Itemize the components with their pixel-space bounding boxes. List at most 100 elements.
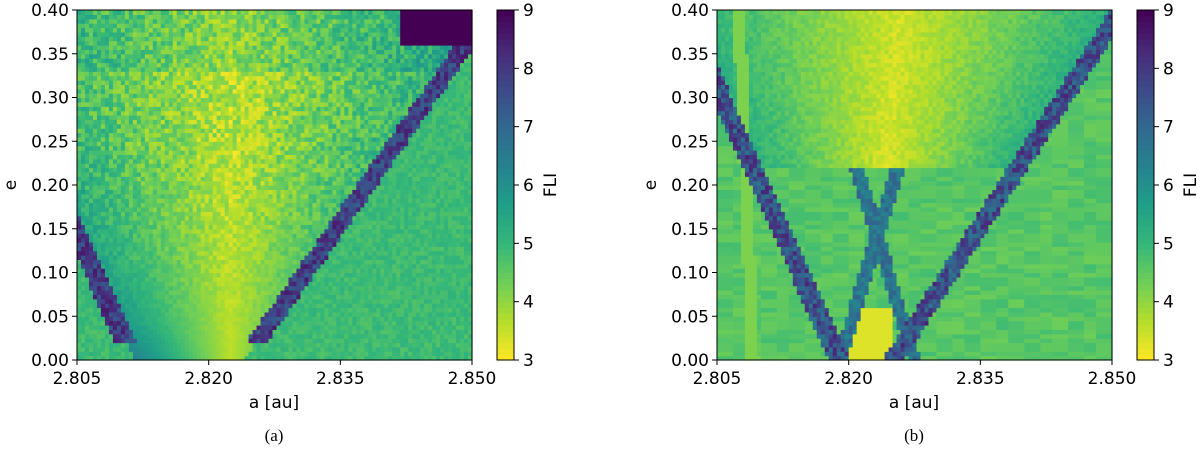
heatmap-cell [428, 351, 433, 357]
heatmap-cell [196, 325, 202, 330]
heatmap-cell [77, 233, 82, 239]
heatmap-cell [96, 150, 102, 155]
heatmap-cell [196, 141, 202, 147]
heatmap-cell [164, 259, 170, 265]
heatmap-cell [232, 158, 238, 164]
heatmap-cell [172, 290, 178, 295]
heatmap-cell [372, 176, 377, 182]
heatmap-cell [292, 176, 298, 182]
heatmap-cell [464, 355, 469, 361]
heatmap-cell [384, 255, 389, 260]
heatmap-cell [300, 298, 306, 304]
heatmap-cell [192, 351, 198, 357]
heatmap-cell [432, 215, 437, 221]
heatmap-cell [288, 141, 294, 147]
heatmap-cell [116, 237, 122, 243]
heatmap-cell [220, 355, 226, 361]
heatmap-cell [412, 329, 417, 335]
heatmap-cell [260, 311, 266, 317]
heatmap-cell [144, 241, 150, 247]
heatmap-cell [160, 150, 166, 155]
heatmap-cell [364, 163, 369, 169]
heatmap-cell [296, 294, 302, 300]
heatmap-cell [152, 211, 158, 217]
heatmap-cell [196, 259, 202, 265]
heatmap-cell [420, 198, 425, 204]
heatmap-cell [356, 250, 361, 256]
heatmap-cell [384, 250, 389, 256]
heatmap-cell [192, 281, 198, 287]
heatmap-cell [320, 307, 325, 313]
heatmap-cell [136, 246, 142, 252]
heatmap-cell [296, 246, 302, 252]
heatmap-cell [428, 241, 433, 247]
heatmap-cell [92, 163, 98, 169]
heatmap-cell [252, 193, 258, 199]
heatmap-cell [116, 250, 122, 256]
heatmap-cell [468, 233, 473, 239]
heatmap-cell [236, 154, 242, 160]
heatmap-cell [164, 333, 170, 339]
heatmap-cell [160, 176, 166, 182]
heatmap-cell [452, 276, 457, 282]
heatmap-cell [412, 180, 417, 186]
heatmap-cell [284, 320, 290, 326]
heatmap-cell [272, 276, 278, 282]
heatmap-cell [160, 185, 166, 190]
heatmap-cell [296, 171, 302, 177]
heatmap-cell [77, 303, 82, 309]
heatmap-cell [440, 281, 445, 287]
heatmap-cell [348, 211, 353, 217]
heatmap-cell [136, 294, 142, 300]
heatmap-cell [256, 189, 262, 195]
heatmap-cell [396, 329, 401, 335]
heatmap-cell [380, 316, 385, 322]
heatmap-cell [124, 255, 130, 260]
heatmap-cell [308, 276, 313, 282]
heatmap-cell [156, 215, 162, 221]
heatmap-cell [256, 255, 262, 260]
heatmap-cell [188, 202, 194, 208]
heatmap-cell [176, 211, 182, 217]
heatmap-cell [132, 233, 138, 239]
heatmap-cell [328, 342, 333, 348]
heatmap-cell [224, 158, 230, 164]
heatmap-cell [288, 228, 294, 234]
heatmap-cell [408, 241, 413, 247]
heatmap-cell [92, 338, 98, 344]
heatmap-cell [392, 241, 397, 247]
heatmap-cell [128, 290, 134, 295]
heatmap-cell [156, 333, 162, 339]
heatmap-cell [364, 268, 369, 274]
heatmap-cell [464, 303, 469, 309]
heatmap-cell [100, 276, 106, 282]
heatmap-cell [380, 154, 385, 160]
heatmap-cell [180, 220, 186, 225]
heatmap-cell [77, 224, 82, 230]
heatmap-cell [280, 163, 286, 169]
heatmap-cell [88, 255, 94, 260]
heatmap-cell [280, 250, 286, 256]
heatmap-cell [128, 303, 134, 309]
heatmap-cell [268, 246, 274, 252]
heatmap-cell [332, 150, 337, 155]
heatmap-cell [352, 342, 357, 348]
heatmap-cell [168, 281, 174, 287]
heatmap-cell [144, 276, 150, 282]
heatmap-cell [148, 154, 154, 160]
heatmap-cell [208, 255, 214, 260]
heatmap-cell [116, 259, 122, 265]
heatmap-cell [77, 342, 82, 348]
heatmap-cell [392, 167, 397, 173]
heatmap-cell [360, 141, 365, 147]
heatmap-cell [136, 202, 142, 208]
heatmap-cell [432, 193, 437, 199]
heatmap-cell [144, 198, 150, 204]
heatmap-cell [120, 298, 126, 304]
heatmap-cell [200, 233, 206, 239]
heatmap-cell [212, 285, 218, 291]
heatmap-cell [284, 167, 290, 173]
heatmap-cell [116, 268, 122, 274]
heatmap-cell [396, 163, 401, 169]
heatmap-cell [124, 307, 130, 313]
